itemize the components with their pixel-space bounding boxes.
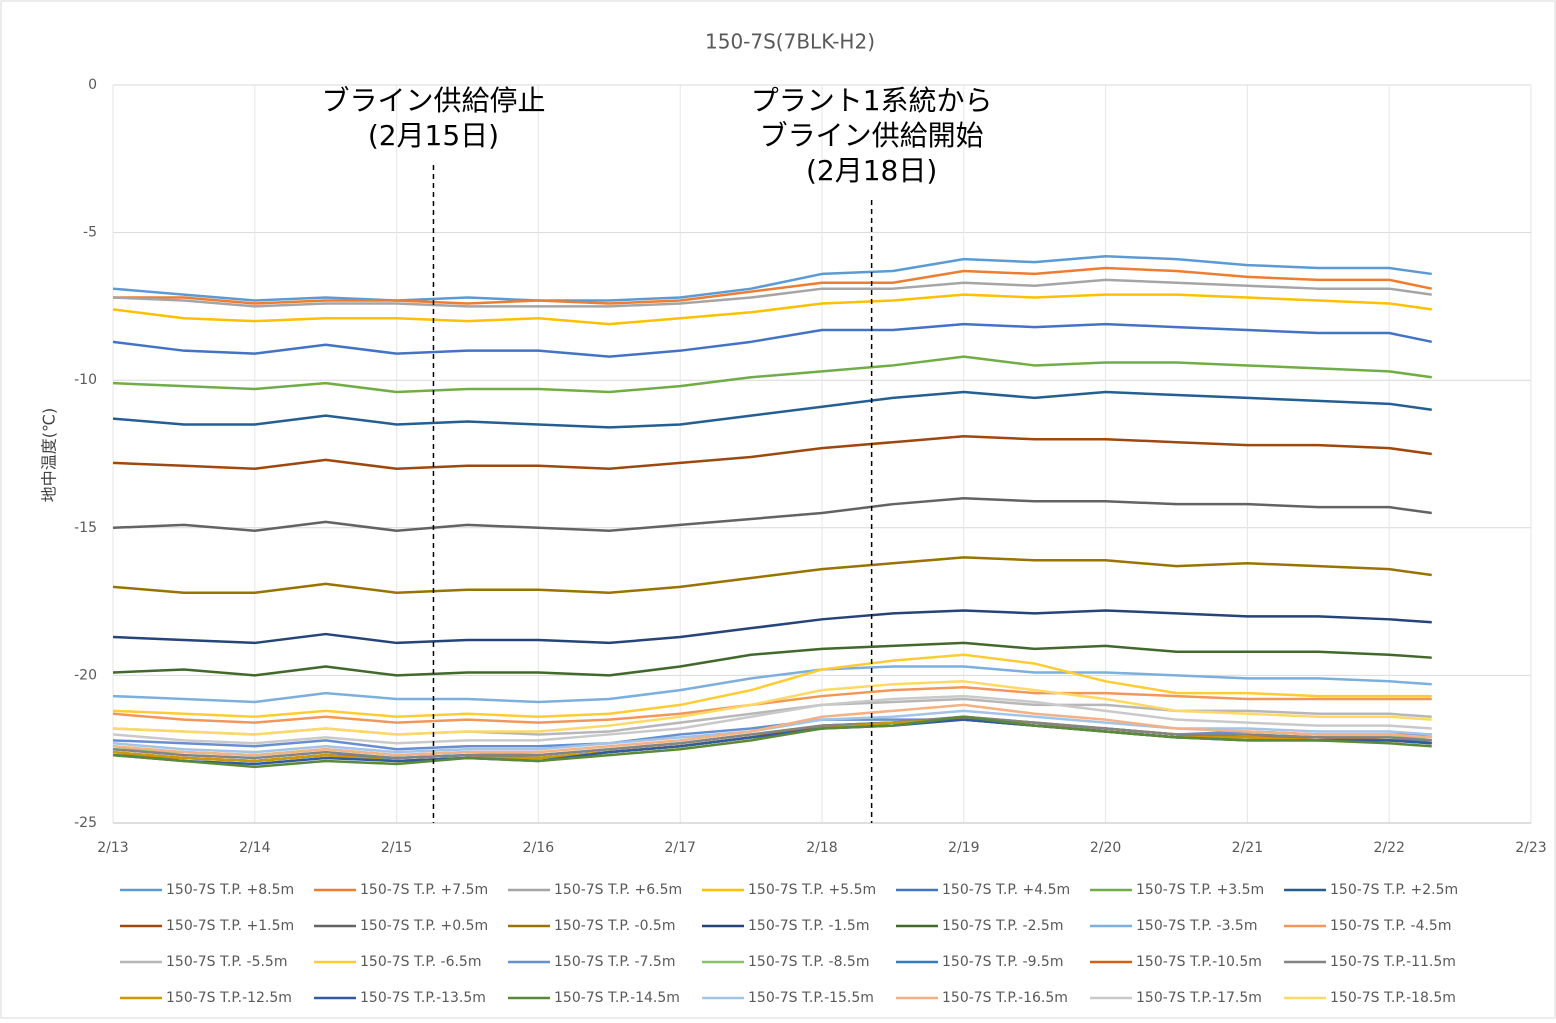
x-tick-label: 2/19 bbox=[948, 840, 979, 856]
series-line bbox=[112, 709, 1432, 754]
y-tick-label: -25 bbox=[74, 815, 97, 831]
legend-label: 150-7S T.P. -9.5m bbox=[942, 954, 1063, 970]
annotation-text: (2月18日) bbox=[806, 154, 937, 187]
legend-label: 150-7S T.P. +4.5m bbox=[942, 882, 1070, 898]
legend-label: 150-7S T.P. -4.5m bbox=[1330, 918, 1451, 934]
legend-label: 150-7S T.P. +5.5m bbox=[748, 882, 876, 898]
series-line bbox=[112, 653, 1432, 718]
annotation-text: プラント1系統から bbox=[751, 84, 993, 117]
series-line bbox=[112, 278, 1432, 308]
series-line bbox=[112, 715, 1432, 769]
legend-label: 150-7S T.P. -0.5m bbox=[554, 918, 675, 934]
annotation-text: (2月15日) bbox=[368, 119, 499, 152]
legend-label: 150-7S T.P.-17.5m bbox=[1136, 990, 1262, 1006]
x-tick-label: 2/23 bbox=[1515, 840, 1546, 856]
legend-label: 150-7S T.P. -5.5m bbox=[166, 954, 287, 970]
series-line bbox=[112, 254, 1432, 302]
y-axis-label: 地中温度(℃) bbox=[40, 408, 59, 502]
x-tick-label: 2/21 bbox=[1232, 840, 1263, 856]
x-tick-label: 2/13 bbox=[97, 840, 128, 856]
y-tick-label: 0 bbox=[88, 77, 97, 93]
legend-label: 150-7S T.P. +2.5m bbox=[1330, 882, 1458, 898]
x-tick-label: 2/15 bbox=[381, 840, 412, 856]
legend-label: 150-7S T.P. -1.5m bbox=[748, 918, 869, 934]
legend-label: 150-7S T.P. -8.5m bbox=[748, 954, 869, 970]
chart-title: 150-7S(7BLK-H2) bbox=[705, 30, 875, 54]
series-line bbox=[112, 680, 1432, 736]
y-tick-label: -10 bbox=[74, 372, 97, 388]
series-line bbox=[112, 703, 1432, 757]
y-tick-label: -20 bbox=[74, 667, 97, 683]
series-line bbox=[112, 715, 1432, 760]
series-line bbox=[112, 293, 1432, 326]
x-tick-label: 2/17 bbox=[664, 840, 695, 856]
series-line bbox=[112, 694, 1432, 745]
x-tick-label: 2/22 bbox=[1373, 840, 1404, 856]
legend-label: 150-7S T.P. +8.5m bbox=[166, 882, 294, 898]
legend-label: 150-7S T.P.-15.5m bbox=[748, 990, 874, 1006]
legend-label: 150-7S T.P.-11.5m bbox=[1330, 954, 1456, 970]
legend-label: 150-7S T.P. +0.5m bbox=[360, 918, 488, 934]
series-line bbox=[112, 665, 1432, 704]
legend-label: 150-7S T.P. -6.5m bbox=[360, 954, 481, 970]
series-line bbox=[113, 266, 1432, 305]
annotation-text: ブライン供給開始 bbox=[760, 119, 984, 152]
series-line bbox=[112, 355, 1432, 394]
legend-label: 150-7S T.P. +6.5m bbox=[554, 882, 682, 898]
series-line bbox=[112, 497, 1432, 533]
legend-label: 150-7S T.P. -2.5m bbox=[942, 918, 1063, 934]
x-tick-label: 2/16 bbox=[523, 840, 555, 856]
series-line bbox=[112, 390, 1432, 429]
legend-label: 150-7S T.P. +1.5m bbox=[166, 918, 294, 934]
x-tick-label: 2/18 bbox=[806, 840, 837, 856]
x-tick-label: 2/14 bbox=[239, 840, 271, 856]
legend-label: 150-7S T.P.-10.5m bbox=[1136, 954, 1262, 970]
legend-label: 150-7S T.P. -7.5m bbox=[554, 954, 675, 970]
series-line bbox=[112, 435, 1432, 471]
y-tick-label: -5 bbox=[83, 225, 97, 241]
y-tick-label: -15 bbox=[74, 520, 97, 536]
legend-label: 150-7S T.P. +3.5m bbox=[1136, 882, 1264, 898]
legend-label: 150-7S T.P.-13.5m bbox=[360, 990, 486, 1006]
legend-label: 150-7S T.P.-14.5m bbox=[554, 990, 680, 1006]
legend-label: 150-7S T.P.-16.5m bbox=[942, 990, 1068, 1006]
legend-label: 150-7S T.P. +7.5m bbox=[360, 882, 488, 898]
series-line bbox=[112, 556, 1432, 594]
series-line bbox=[112, 322, 1432, 358]
legend-label: 150-7S T.P.-18.5m bbox=[1330, 990, 1456, 1006]
annotation-text: ブライン供給停止 bbox=[321, 84, 545, 117]
series-line bbox=[112, 609, 1432, 645]
legend-label: 150-7S T.P.-12.5m bbox=[166, 990, 292, 1006]
series-line bbox=[112, 641, 1432, 677]
legend-label: 150-7S T.P. -3.5m bbox=[1136, 918, 1257, 934]
x-tick-label: 2/20 bbox=[1090, 840, 1121, 856]
series-line bbox=[112, 685, 1432, 724]
